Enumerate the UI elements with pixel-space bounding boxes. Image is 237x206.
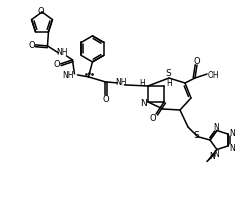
Text: N: N — [229, 128, 235, 137]
Text: H: H — [139, 78, 145, 87]
Text: NH: NH — [115, 77, 127, 87]
Text: O: O — [102, 95, 109, 104]
Text: N: N — [213, 122, 219, 131]
Text: O: O — [38, 7, 44, 16]
Text: N: N — [229, 144, 235, 153]
Text: S: S — [165, 69, 171, 78]
Text: N: N — [213, 149, 219, 158]
Text: O: O — [150, 114, 156, 123]
Text: S: S — [193, 130, 199, 139]
Text: OH: OH — [207, 70, 219, 79]
Text: NH: NH — [57, 48, 68, 57]
Text: O: O — [54, 60, 60, 69]
Text: O: O — [29, 41, 35, 50]
Text: O: O — [194, 57, 200, 66]
Text: NH: NH — [63, 71, 74, 80]
Text: N: N — [141, 99, 147, 108]
Text: N: N — [209, 151, 215, 160]
Text: H: H — [166, 78, 172, 87]
